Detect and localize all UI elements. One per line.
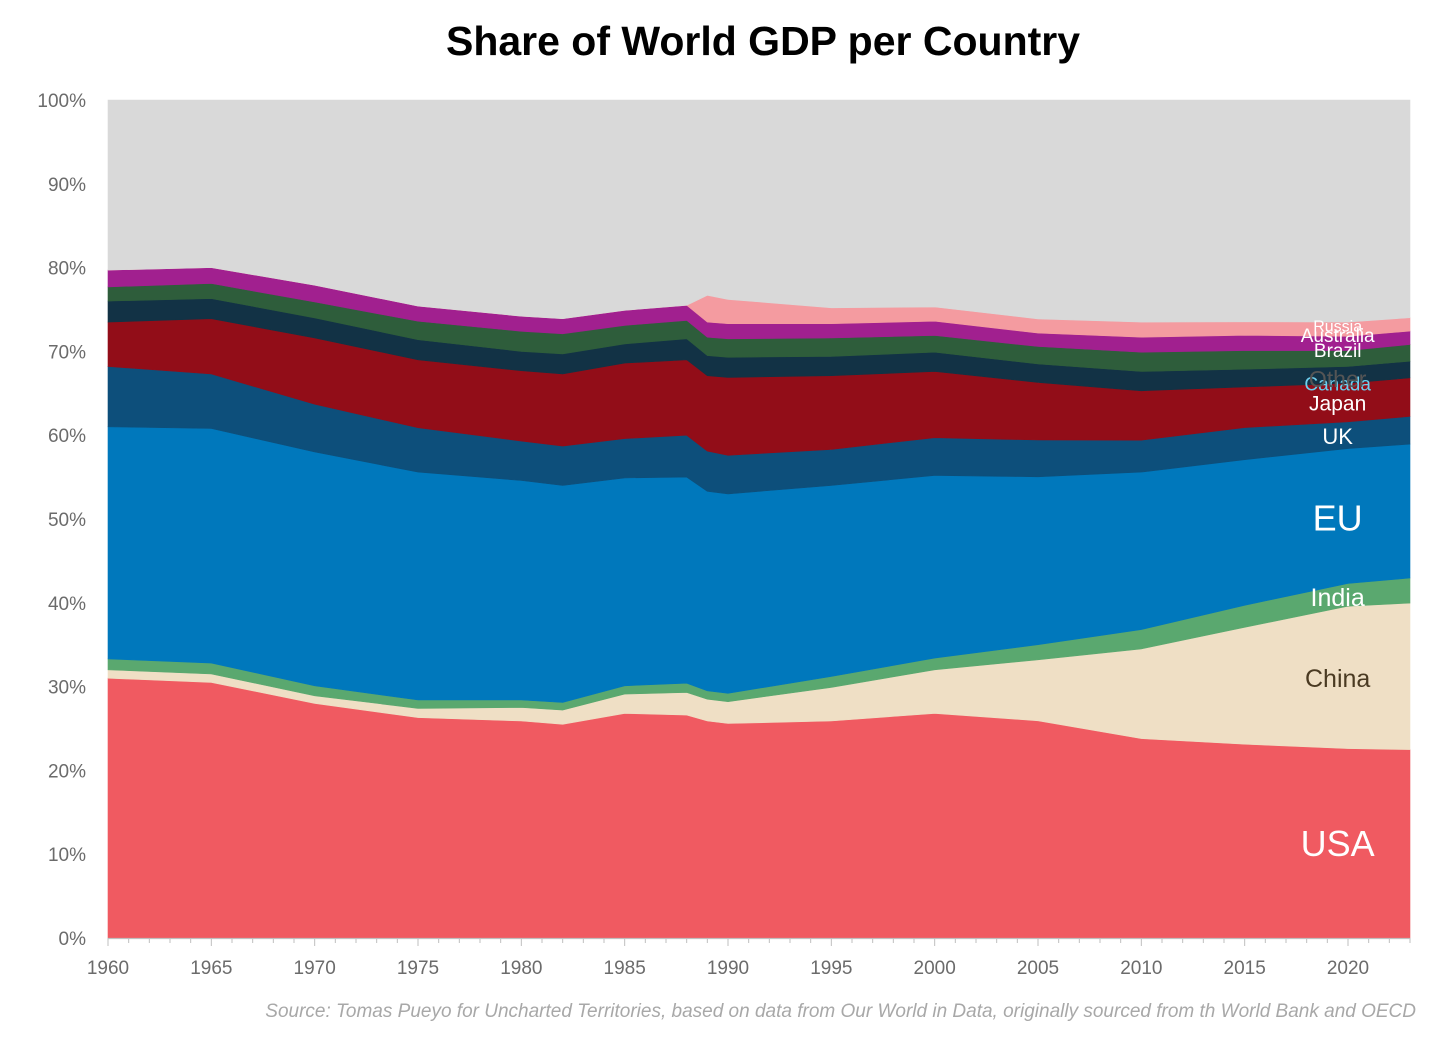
x-tick-label: 2000 <box>914 958 956 979</box>
y-tick-label: 40% <box>48 594 86 615</box>
y-tick-label: 0% <box>59 929 87 950</box>
axes: 0% 10% 20% 30% 40% 50% 60% 70% 80% 90% 100% 1960 196… <box>37 91 1411 979</box>
label-uk: UK <box>1322 424 1353 449</box>
label-other: Other <box>1309 366 1367 392</box>
x-tick-label: 1975 <box>397 958 439 979</box>
x-tick-label: 2015 <box>1224 958 1266 979</box>
source-note: Source: Tomas Pueyo for Uncharted Territ… <box>265 1001 1416 1022</box>
y-tick-label: 20% <box>48 761 86 782</box>
label-brazil: Brazil <box>1314 341 1362 362</box>
label-canada: Canada <box>1304 374 1371 395</box>
y-tick-label: 60% <box>48 426 86 447</box>
y-tick-label: 100% <box>37 91 86 112</box>
x-tick-label: 1995 <box>810 958 852 979</box>
label-australia: Australia <box>1301 326 1375 347</box>
label-japan: Japan <box>1309 393 1366 416</box>
x-tick-label: 2005 <box>1017 958 1059 979</box>
x-tick-label: 2020 <box>1327 958 1369 979</box>
x-tick-label: 1970 <box>294 958 336 979</box>
x-tick-label: 1965 <box>190 958 232 979</box>
x-tick-label: 1985 <box>604 958 646 979</box>
x-tick-label: 1990 <box>707 958 749 979</box>
y-tick-label: 70% <box>48 342 86 363</box>
x-tick-label: 1960 <box>87 958 129 979</box>
label-russia: Russia <box>1313 319 1362 336</box>
y-tick-label: 30% <box>48 678 86 699</box>
x-tick-label: 2010 <box>1120 958 1162 979</box>
label-china: China <box>1305 665 1370 693</box>
y-tick-label: 50% <box>48 510 86 531</box>
x-tick-label: 1980 <box>500 958 542 979</box>
label-usa: USA <box>1301 823 1375 864</box>
area-other <box>107 99 1411 323</box>
label-india: India <box>1311 584 1365 612</box>
y-tick-label: 80% <box>48 259 86 280</box>
chart-title: Share of World GDP per Country <box>445 18 1081 64</box>
area-layer <box>107 99 1411 939</box>
y-tick-label: 90% <box>48 175 86 196</box>
label-eu: EU <box>1313 498 1363 539</box>
y-tick-label: 10% <box>48 845 86 866</box>
